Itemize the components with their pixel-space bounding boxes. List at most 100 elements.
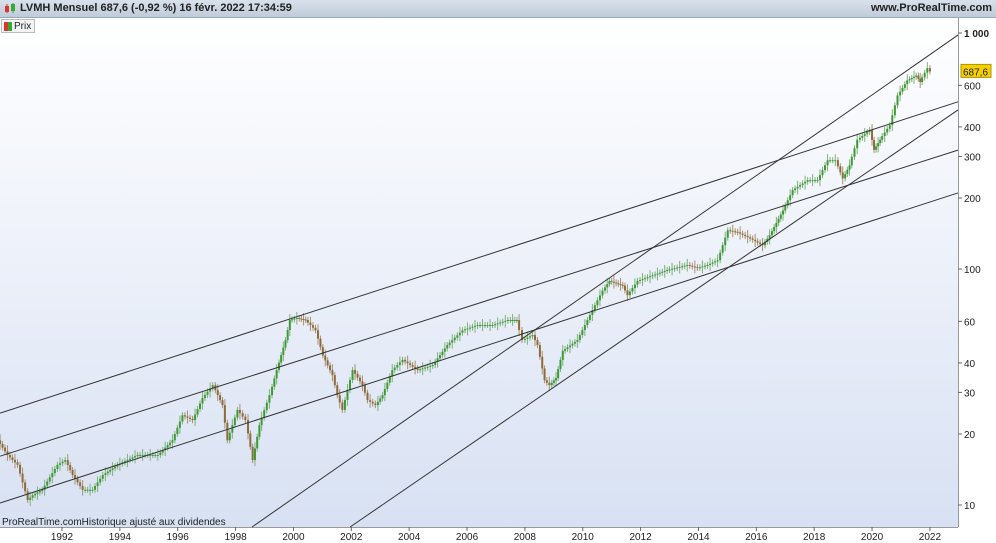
chart-title: LVMH Mensuel 687,6 (-0,92 %) 16 févr. 20…: [20, 2, 292, 14]
candle: [343, 399, 346, 410]
candle: [13, 459, 16, 463]
candle: [421, 368, 424, 370]
candle: [53, 468, 56, 474]
candle: [896, 95, 899, 106]
candle: [194, 414, 197, 421]
trendline[interactable]: [0, 101, 959, 414]
candle: [915, 75, 918, 77]
candle: [91, 489, 94, 491]
candle: [621, 284, 624, 286]
candle: [260, 417, 263, 426]
candle: [782, 210, 785, 215]
candle: [238, 409, 241, 414]
candle: [581, 330, 584, 336]
candle: [511, 319, 514, 321]
candle: [286, 330, 289, 341]
candle: [846, 169, 849, 175]
candle: [181, 415, 184, 422]
candle: [739, 232, 742, 234]
candle: [277, 362, 280, 371]
candle: [441, 351, 444, 356]
candle: [541, 356, 544, 369]
candle: [906, 80, 909, 85]
candle: [338, 395, 341, 403]
x-tick-label: 2004: [398, 532, 421, 543]
title-bar: LVMH Mensuel 687,6 (-0,92 %) 16 févr. 20…: [0, 0, 996, 18]
candle: [302, 318, 305, 320]
candle: [841, 172, 844, 179]
candle: [363, 385, 366, 393]
candle: [866, 131, 869, 134]
x-tick-label: 1992: [51, 532, 74, 543]
candle: [439, 355, 442, 359]
candle: [818, 175, 821, 181]
x-tick-label: 2008: [514, 532, 537, 543]
candle: [806, 180, 809, 182]
candle: [826, 160, 829, 166]
x-tick-label: 1994: [109, 532, 132, 543]
candle: [109, 469, 112, 472]
trendline[interactable]: [349, 109, 959, 528]
candle: [676, 267, 679, 269]
candle: [639, 280, 642, 282]
candle: [321, 347, 324, 356]
candle: [921, 77, 924, 82]
y-tick-label: 30: [964, 388, 976, 399]
candle: [661, 271, 664, 273]
candle: [386, 382, 389, 389]
candle: [641, 279, 644, 281]
trendline[interactable]: [0, 149, 959, 457]
candle: [686, 264, 689, 266]
candle: [588, 315, 591, 321]
site-link[interactable]: www.ProRealTime.com: [870, 2, 992, 14]
candle: [561, 350, 564, 360]
y-tick-label: 400: [964, 123, 981, 134]
candle: [883, 132, 886, 137]
candle: [775, 222, 778, 227]
trendline[interactable]: [251, 34, 959, 528]
candle: [463, 329, 466, 331]
y-tick-label: 300: [964, 152, 981, 163]
candle: [839, 166, 842, 173]
candle: [346, 389, 349, 400]
candle: [513, 319, 516, 321]
candle: [458, 332, 461, 336]
candle: [69, 465, 72, 471]
candle: [84, 489, 87, 491]
candle: [369, 400, 372, 402]
candle: [724, 237, 727, 246]
candle: [646, 277, 649, 279]
last-price-label: 687,6: [963, 67, 988, 78]
candle: [159, 452, 162, 455]
candle: [456, 335, 459, 338]
candle: [550, 382, 553, 386]
candle: [923, 72, 926, 78]
legend-prix[interactable]: Prix: [1, 19, 36, 33]
trendline[interactable]: [0, 192, 959, 504]
candle: [256, 436, 259, 449]
candle: [24, 482, 27, 492]
candle: [786, 200, 789, 206]
candle: [434, 361, 437, 365]
candle: [419, 369, 422, 371]
candle: [388, 376, 391, 383]
candle: [479, 325, 482, 327]
candle: [696, 267, 699, 269]
candle: [908, 79, 911, 81]
candle: [703, 265, 706, 267]
candle: [16, 462, 19, 465]
candle: [241, 413, 244, 417]
candle: [836, 160, 839, 167]
candle: [631, 288, 634, 292]
candle: [816, 180, 819, 182]
candle: [714, 261, 717, 263]
candle: [481, 325, 484, 327]
candle: [619, 284, 622, 286]
candle: [396, 364, 399, 368]
candle: [149, 454, 152, 456]
candle: [856, 139, 859, 149]
candle: [34, 493, 37, 496]
candle: [253, 448, 256, 461]
candle: [348, 380, 351, 390]
